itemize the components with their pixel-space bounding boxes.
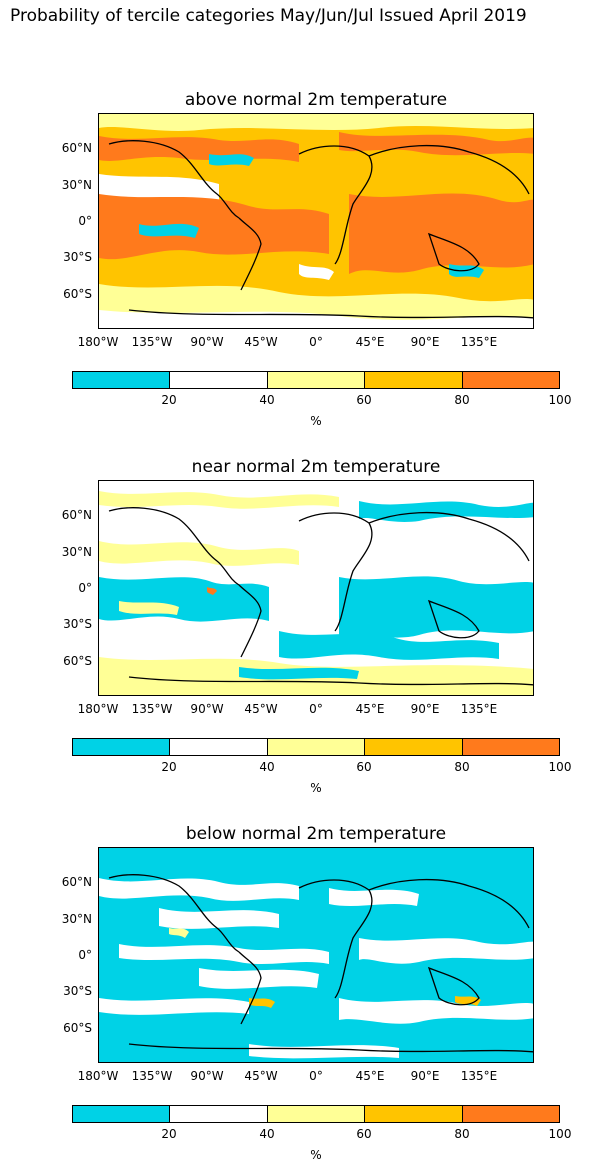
ytick-label: 30°S — [63, 617, 92, 631]
ytick-label: 30°N — [61, 178, 92, 192]
ytick-label: 60°N — [61, 141, 92, 155]
xtick-label: 45°E — [355, 335, 385, 349]
ytick-label: 0° — [78, 214, 92, 228]
ytick-label: 60°N — [61, 508, 92, 522]
xtick-label: 180°W — [77, 1069, 119, 1083]
colorbar-unit: % — [310, 414, 322, 428]
colorbar-tick: 60 — [356, 393, 372, 407]
xtick-label: 135°E — [460, 1069, 498, 1083]
xtick-label: 45°E — [355, 702, 385, 716]
xtick-label: 0° — [309, 702, 323, 716]
panel-title: near normal 2m temperature — [191, 457, 441, 477]
xtick-label: 135°W — [131, 1069, 173, 1083]
map-near-normal — [98, 480, 534, 696]
ytick-label: 0° — [78, 948, 92, 962]
xtick-label: 135°E — [460, 702, 498, 716]
xtick-label: 90°E — [410, 1069, 440, 1083]
colorbar-tick: 80 — [454, 1127, 470, 1141]
xtick-label: 90°W — [190, 1069, 224, 1083]
colorbar-tick: 20 — [161, 760, 177, 774]
colorbar-segment — [170, 1106, 268, 1122]
colorbar-unit: % — [310, 781, 322, 795]
xtick-label: 90°W — [190, 335, 224, 349]
colorbar — [72, 371, 560, 389]
colorbar-segment — [365, 739, 463, 755]
colorbar-tick: 40 — [259, 760, 275, 774]
colorbar-segment — [170, 372, 268, 388]
panel-above-normal: above normal 2m temperature — [0, 90, 614, 435]
colorbar-tick: 20 — [161, 393, 177, 407]
ytick-label: 60°S — [63, 287, 92, 301]
colorbar-tick: 80 — [454, 760, 470, 774]
ytick-label: 30°S — [63, 984, 92, 998]
xtick-label: 135°W — [131, 335, 173, 349]
colorbar-segment — [267, 1106, 366, 1122]
ytick-label: 30°S — [63, 250, 92, 264]
colorbar-tick: 40 — [259, 1127, 275, 1141]
colorbar-tick: 60 — [356, 1127, 372, 1141]
colorbar-tick: 100 — [548, 393, 572, 407]
colorbar-tick: 20 — [161, 1127, 177, 1141]
colorbar-segment — [365, 1106, 463, 1122]
colorbar-segment — [73, 739, 171, 755]
colorbar-tick: 80 — [454, 393, 470, 407]
xtick-label: 135°W — [131, 702, 173, 716]
xtick-label: 45°W — [244, 335, 278, 349]
xtick-label: 0° — [309, 1069, 323, 1083]
xtick-label: 45°W — [244, 1069, 278, 1083]
colorbar-segment — [462, 739, 560, 755]
colorbar-segment — [365, 372, 463, 388]
ytick-label: 60°S — [63, 654, 92, 668]
colorbar-tick: 60 — [356, 760, 372, 774]
colorbar-tick: 100 — [548, 1127, 572, 1141]
xtick-label: 45°E — [355, 1069, 385, 1083]
colorbar-segment — [462, 1106, 560, 1122]
colorbar-segment — [267, 372, 366, 388]
colorbar — [72, 1105, 560, 1123]
colorbar-unit: % — [310, 1148, 322, 1162]
xtick-label: 135°E — [460, 335, 498, 349]
colorbar-segment — [73, 1106, 171, 1122]
colorbar-segment — [170, 739, 268, 755]
ytick-label: 60°S — [63, 1021, 92, 1035]
ytick-label: 30°N — [61, 545, 92, 559]
xtick-label: 90°W — [190, 702, 224, 716]
ytick-label: 0° — [78, 581, 92, 595]
map-above-normal — [98, 113, 534, 329]
colorbar-tick: 100 — [548, 760, 572, 774]
panel-title: below normal 2m temperature — [185, 824, 447, 844]
colorbar — [72, 738, 560, 756]
xtick-label: 90°E — [410, 335, 440, 349]
xtick-label: 90°E — [410, 702, 440, 716]
panel-below-normal: below normal 2m temperature — [0, 824, 614, 1169]
colorbar-tick: 40 — [259, 393, 275, 407]
ytick-label: 30°N — [61, 912, 92, 926]
colorbar-segment — [267, 739, 366, 755]
ytick-label: 60°N — [61, 875, 92, 889]
figure-title: Probability of tercile categories May/Ju… — [10, 6, 527, 26]
xtick-label: 180°W — [77, 335, 119, 349]
xtick-label: 0° — [309, 335, 323, 349]
panel-title: above normal 2m temperature — [184, 90, 448, 110]
map-below-normal — [98, 847, 534, 1063]
colorbar-segment — [73, 372, 171, 388]
colorbar-segment — [462, 372, 560, 388]
xtick-label: 180°W — [77, 702, 119, 716]
xtick-label: 45°W — [244, 702, 278, 716]
panel-near-normal: near normal 2m temperature 60°N 30° — [0, 457, 614, 802]
